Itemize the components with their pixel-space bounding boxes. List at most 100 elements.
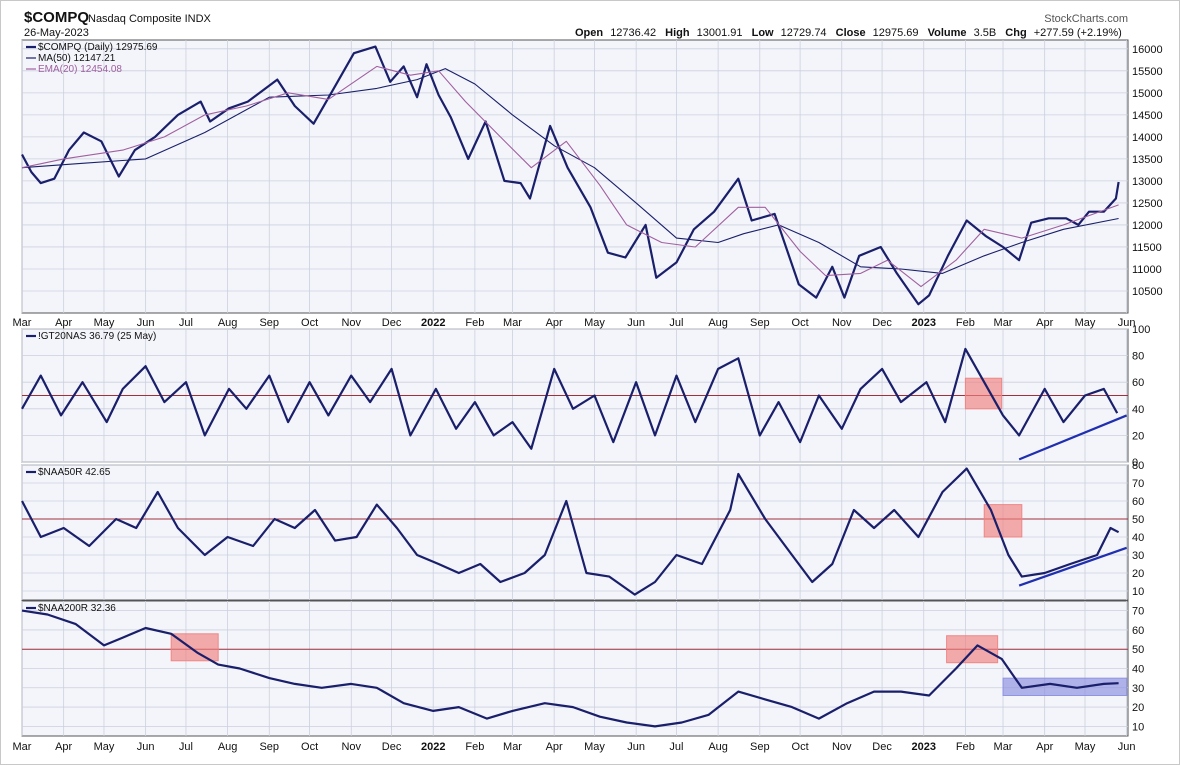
trend-line xyxy=(1018,546,1128,587)
x-tick-label: Jun xyxy=(1118,741,1136,753)
header-symbol: $COMPQ xyxy=(24,9,89,26)
x-tick-label: Apr xyxy=(55,317,72,329)
panel-breadth_1: 0 20 40 60 80 100 !GT20NAS 36.79 (25 May) xyxy=(21,324,1150,469)
y-tick-label: 60 xyxy=(1132,496,1144,508)
header-name: Nasdaq Composite INDX xyxy=(88,13,212,25)
x-tick-label: Jun xyxy=(627,317,645,329)
x-tick-label: 2023 xyxy=(911,741,935,753)
x-tick-label: May xyxy=(94,317,115,329)
x-tick-label: Feb xyxy=(956,317,975,329)
open-value: 12736.42 xyxy=(610,27,656,39)
x-tick-label: Jun xyxy=(137,317,155,329)
x-tick-label: May xyxy=(584,317,605,329)
panel-title: $NAA50R 42.65 xyxy=(38,467,111,478)
x-tick-label: Nov xyxy=(341,317,361,329)
x-tick-label: Aug xyxy=(708,741,728,753)
y-tick-label: 60 xyxy=(1132,625,1144,637)
y-tick-label: 50 xyxy=(1132,514,1144,526)
x-axis-months: Mar Apr May Jun Jul Aug Sep Oct Nov Dec 2022 Feb Mar… xyxy=(13,741,1136,753)
y-tick-label: 14000 xyxy=(1132,132,1163,144)
svg-text:Open 12736.42 High: Open 12736.42 High 13001.91 Low 12729.74… xyxy=(575,27,1122,39)
y-tick-label: 12500 xyxy=(1132,198,1163,210)
y-tick-label: 80 xyxy=(1132,460,1144,472)
y-tick-label: 40 xyxy=(1132,532,1144,544)
x-tick-label: Mar xyxy=(503,741,522,753)
y-tick-label: 16000 xyxy=(1132,44,1163,56)
x-tick-label: Jul xyxy=(179,741,193,753)
x-tick-label: 2022 xyxy=(421,741,445,753)
y-tick-label: 60 xyxy=(1132,377,1144,389)
y-tick-label: 10 xyxy=(1132,721,1144,733)
legend-entry: EMA(20) 12454.08 xyxy=(38,64,122,75)
y-tick-label: 11500 xyxy=(1132,242,1162,254)
panel-title: $NAA200R 32.36 xyxy=(38,603,116,614)
x-tick-label: Sep xyxy=(259,317,279,329)
x-tick-label: 2023 xyxy=(911,317,935,329)
x-tick-label: Dec xyxy=(872,317,892,329)
y-tick-label: 30 xyxy=(1132,683,1144,695)
open-label: Open xyxy=(575,27,603,39)
x-tick-label: Feb xyxy=(465,317,484,329)
y-tick-label: 50 xyxy=(1132,644,1144,656)
x-tick-label: Dec xyxy=(872,741,892,753)
panel-breadth_3: 10 20 30 40 50 60 70 $NAA200R 32.36 xyxy=(21,600,1144,737)
x-tick-label: Mar xyxy=(994,317,1013,329)
y-tick-label: 20 xyxy=(1132,702,1144,714)
x-tick-label: Oct xyxy=(792,317,809,329)
y-tick-label: 40 xyxy=(1132,404,1144,416)
x-tick-label: Apr xyxy=(546,317,563,329)
series-line-ma-50- xyxy=(21,68,1119,274)
x-tick-label: Nov xyxy=(832,741,852,753)
highlight-box xyxy=(946,635,999,664)
volume-label: Volume xyxy=(928,27,967,39)
series-line--compq-daily- xyxy=(21,45,1120,306)
y-tick-label: 12000 xyxy=(1132,220,1163,232)
y-tick-label: 13000 xyxy=(1132,176,1163,188)
x-tick-label: Apr xyxy=(55,741,72,753)
y-tick-label: 15500 xyxy=(1132,66,1163,78)
x-tick-label: Sep xyxy=(750,317,770,329)
x-tick-label: Mar xyxy=(994,741,1013,753)
chg-label: Chg xyxy=(1005,27,1026,39)
panel-price: 10500 11000 11500 12000 12500 13000 13500 14000… xyxy=(13,39,1163,329)
x-tick-label: Aug xyxy=(708,317,728,329)
y-tick-label: 13500 xyxy=(1132,154,1163,166)
x-tick-label: May xyxy=(584,741,605,753)
x-tick-label: Jul xyxy=(179,317,193,329)
x-tick-label: Feb xyxy=(956,741,975,753)
x-tick-label: Jun xyxy=(627,741,645,753)
x-tick-label: Sep xyxy=(259,741,279,753)
y-tick-label: 20 xyxy=(1132,568,1144,580)
panel-title: !GT20NAS 36.79 (25 May) xyxy=(38,331,156,342)
legend-entry: MA(50) 12147.21 xyxy=(38,53,116,64)
x-tick-label: May xyxy=(1075,317,1096,329)
y-tick-label: 11000 xyxy=(1132,264,1162,276)
x-tick-label: Aug xyxy=(218,317,238,329)
chg-value: +277.59 (+2.19%) xyxy=(1034,27,1122,39)
y-tick-label: 10500 xyxy=(1132,286,1163,298)
x-tick-label: Sep xyxy=(750,741,770,753)
y-tick-label: 10 xyxy=(1132,586,1144,598)
x-tick-label: Feb xyxy=(465,741,484,753)
x-tick-label: Mar xyxy=(503,317,522,329)
y-tick-label: 100 xyxy=(1132,324,1150,336)
x-tick-label: Nov xyxy=(832,317,852,329)
trend-line xyxy=(1018,414,1128,461)
y-tick-label: 80 xyxy=(1132,351,1144,363)
x-tick-label: Dec xyxy=(382,317,402,329)
x-tick-label: Apr xyxy=(1036,317,1053,329)
y-tick-label: 70 xyxy=(1132,606,1144,618)
low-value: 12729.74 xyxy=(781,27,827,39)
source-logo-text: StockCharts.com xyxy=(1044,13,1128,25)
chart-panels: 10500 11000 11500 12000 12500 13000 13500 14000… xyxy=(13,39,1163,737)
legend-entry: $COMPQ (Daily) 12975.69 xyxy=(38,42,158,53)
series-line--naa50r xyxy=(21,467,1120,596)
panel-background xyxy=(21,39,1129,314)
high-label: High xyxy=(665,27,690,39)
volume-value: 3.5B xyxy=(974,27,997,39)
x-tick-label: Dec xyxy=(382,741,402,753)
x-tick-label: Oct xyxy=(301,741,318,753)
x-tick-label: Mar xyxy=(13,741,32,753)
high-value: 13001.91 xyxy=(697,27,743,39)
